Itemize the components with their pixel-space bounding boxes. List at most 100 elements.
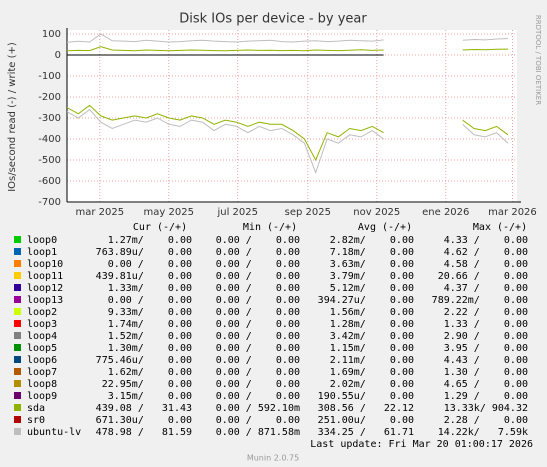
legend-stat: 3.15m/ 0.00 [108, 391, 192, 402]
legend-label: loop5 [27, 343, 57, 354]
legend-stat: 9.33m/ 0.00 [108, 307, 192, 318]
legend-stat: 2.11m/ 0.00 [330, 355, 414, 366]
legend-stat: 0.00 / 0.00 [216, 331, 300, 342]
legend-stat: 0.00 / 871.58m [216, 427, 300, 438]
legend-stat: 5.12m/ 0.00 [330, 283, 414, 294]
legend-swatch [14, 428, 21, 435]
plot-area [67, 30, 517, 203]
last-update: Last update: Fri Mar 20 01:00:17 2026 [310, 439, 533, 450]
legend-label: loop11 [27, 271, 63, 282]
legend-stat: 1.27m/ 0.00 [108, 235, 192, 246]
y-tick-label: -100 [38, 71, 61, 82]
x-tick-label: ene 2026 [422, 207, 469, 218]
legend-stat: 0.00 / 0.00 [216, 247, 300, 258]
legend-swatch [14, 296, 21, 303]
legend-label: loop4 [27, 331, 57, 342]
legend-stat: 4.33 / 0.00 [444, 235, 528, 246]
y-axis-label: IOs/second read (-) / write (+) [7, 42, 18, 192]
legend-stat: 1.69m/ 0.00 [330, 367, 414, 378]
legend-stat: 763.89u/ 0.00 [96, 247, 192, 258]
legend-label: loop7 [27, 367, 57, 378]
series-line [66, 46, 384, 52]
legend-stat: 1.56m/ 0.00 [330, 307, 414, 318]
legend-swatch [14, 272, 21, 279]
legend-stat: 14.22k/ 7.59k [438, 427, 528, 438]
footer: Munin 2.0.75 [247, 454, 299, 463]
y-tick-label: -500 [38, 155, 61, 166]
legend-swatch [14, 260, 21, 267]
side-text: RRDTOOL / TOBI OETIKER [534, 15, 542, 105]
column-header: Min (-/+) [243, 222, 297, 233]
legend-stat: 0.00 / 0.00 [216, 379, 300, 390]
legend-stat: 334.25 / 61.71 [318, 427, 414, 438]
legend-label: loop12 [27, 283, 63, 294]
y-tick-label: -200 [38, 92, 61, 103]
legend-label: loop0 [27, 235, 57, 246]
legend-stat: 0.00 / 0.00 [108, 295, 192, 306]
legend-stat: 0.00 / 0.00 [216, 343, 300, 354]
legend-swatch [14, 332, 21, 339]
legend-stat: 4.43 / 0.00 [444, 355, 528, 366]
legend-label: loop8 [27, 379, 57, 390]
legend-stat: 1.30 / 0.00 [444, 367, 528, 378]
legend-stat: 1.33m/ 0.00 [108, 283, 192, 294]
legend-stat: 0.00 / 0.00 [216, 283, 300, 294]
y-tick-label: -400 [38, 134, 61, 145]
legend-stat: 4.37 / 0.00 [444, 283, 528, 294]
legend-stat: 0.00 / 592.10m [216, 403, 300, 414]
series-line [66, 33, 384, 43]
legend-stat: 394.27u/ 0.00 [318, 295, 414, 306]
legend-label: loop6 [27, 355, 57, 366]
chart-title: Disk IOs per device - by year [179, 12, 367, 27]
legend-swatch [14, 344, 21, 351]
y-tick-label: -300 [38, 113, 61, 124]
legend-stat: 0.00 / 0.00 [108, 259, 192, 270]
legend-stat: 0.00 / 0.00 [216, 235, 300, 246]
y-tick-label: 0 [55, 50, 61, 61]
legend-stat: 1.52m/ 0.00 [108, 331, 192, 342]
legend-stat: 4.58 / 0.00 [444, 259, 528, 270]
legend-swatch [14, 380, 21, 387]
legend-stat: 1.74m/ 0.00 [108, 319, 192, 330]
legend-stat: 789.22m/ 0.00 [432, 295, 528, 306]
series-line [462, 48, 509, 51]
legend-stat: 671.30u/ 0.00 [96, 415, 192, 426]
legend-swatch [14, 248, 21, 255]
legend-swatch [14, 236, 21, 243]
legend-stat: 1.29 / 0.00 [444, 391, 528, 402]
x-tick-label: mar 2026 [488, 207, 537, 218]
legend-swatch [14, 308, 21, 315]
legend-stat: 2.90 / 0.00 [444, 331, 528, 342]
legend-stat: 190.55u/ 0.00 [318, 391, 414, 402]
legend-stat: 3.42m/ 0.00 [330, 331, 414, 342]
legend-stat: 3.79m/ 0.00 [330, 271, 414, 282]
legend-stat: 3.95 / 0.00 [444, 343, 528, 354]
legend-stat: 2.22 / 0.00 [444, 307, 528, 318]
legend-stat: 2.28 / 0.00 [444, 415, 528, 426]
legend-label: loop9 [27, 391, 57, 402]
series-line [66, 104, 384, 162]
legend-stat: 4.65 / 0.00 [444, 379, 528, 390]
legend-stat: 4.62 / 0.00 [444, 247, 528, 258]
x-tick-label: nov 2025 [353, 207, 400, 218]
legend-stat: 0.00 / 0.00 [216, 295, 300, 306]
series-line [66, 108, 384, 175]
legend-stat: 0.00 / 0.00 [216, 271, 300, 282]
y-tick-label: -600 [38, 176, 61, 187]
legend-stat: 1.33 / 0.00 [444, 319, 528, 330]
legend-stat: 0.00 / 0.00 [216, 259, 300, 270]
legend-stat: 251.00u/ 0.00 [318, 415, 414, 426]
x-tick-label: mar 2025 [75, 207, 124, 218]
legend-swatch [14, 404, 21, 411]
legend-stat: 478.98 / 81.59 [96, 427, 192, 438]
legend-stat: 0.00 / 0.00 [216, 355, 300, 366]
legend-label: loop1 [27, 247, 57, 258]
legend-stat: 0.00 / 0.00 [216, 319, 300, 330]
column-header: Cur (-/+) [133, 222, 187, 233]
legend-label: sr0 [27, 415, 45, 426]
legend-stat: 0.00 / 0.00 [216, 367, 300, 378]
legend-stat: 22.95m/ 0.00 [102, 379, 192, 390]
legend-stat: 2.82m/ 0.00 [330, 235, 414, 246]
legend-swatch [14, 368, 21, 375]
